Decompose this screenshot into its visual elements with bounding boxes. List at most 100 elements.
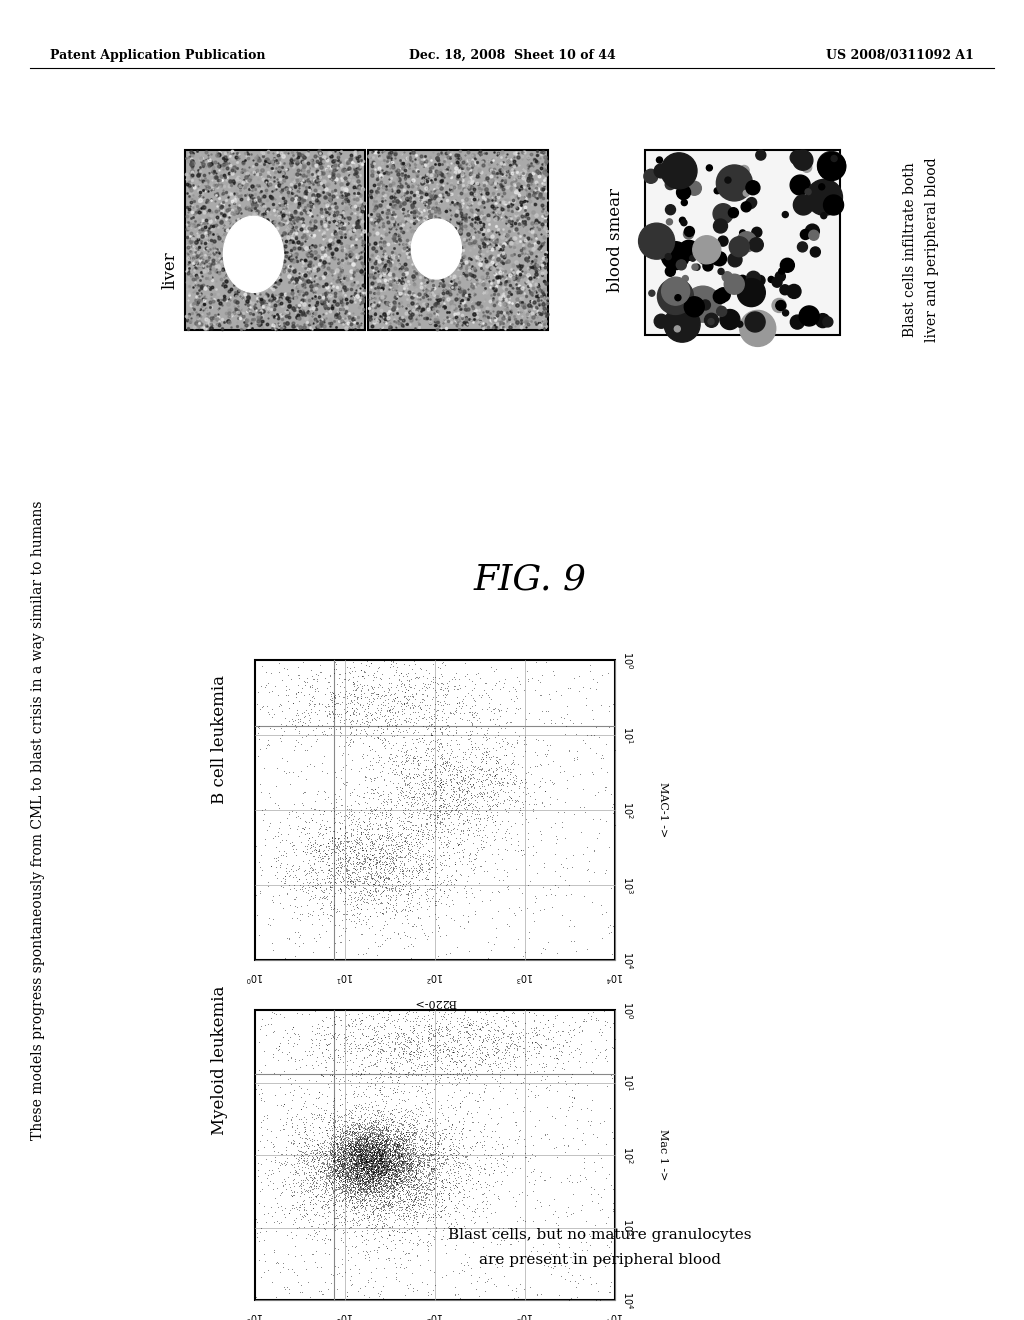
Point xyxy=(308,840,325,861)
Point xyxy=(356,1129,373,1150)
Point xyxy=(399,1143,416,1164)
Point xyxy=(361,1170,378,1191)
Point xyxy=(490,1113,507,1134)
Point xyxy=(511,775,527,796)
Point xyxy=(342,1159,358,1180)
Point xyxy=(496,1008,512,1030)
Point xyxy=(399,1142,416,1163)
Point xyxy=(387,1139,403,1160)
Point xyxy=(368,1147,384,1168)
Point xyxy=(508,770,524,791)
Point xyxy=(285,762,301,783)
Point xyxy=(359,1154,376,1175)
Point xyxy=(359,1179,376,1200)
Point xyxy=(375,1195,391,1216)
Point xyxy=(364,1166,380,1187)
Point xyxy=(403,867,420,888)
Point xyxy=(389,686,406,708)
Point xyxy=(430,746,446,767)
Point xyxy=(317,842,334,863)
Point xyxy=(362,1146,379,1167)
Point xyxy=(345,1150,361,1171)
Point xyxy=(397,1036,414,1057)
Point xyxy=(326,1150,342,1171)
Point xyxy=(357,824,374,845)
Point xyxy=(505,751,521,772)
Point xyxy=(285,1195,301,1216)
Point xyxy=(414,677,430,698)
Point xyxy=(404,1167,421,1188)
Point xyxy=(340,1164,356,1185)
Point xyxy=(343,886,359,907)
Point xyxy=(326,1115,342,1137)
Point xyxy=(402,846,419,867)
Point xyxy=(447,1119,464,1140)
Point xyxy=(339,870,355,891)
Point xyxy=(353,1139,370,1160)
Point xyxy=(540,1255,556,1276)
Point xyxy=(357,726,374,747)
Point xyxy=(426,1078,442,1100)
Point xyxy=(389,787,406,808)
Point xyxy=(369,1142,385,1163)
Point xyxy=(423,1158,439,1179)
Point xyxy=(408,1185,424,1206)
Point xyxy=(599,1234,615,1255)
Point xyxy=(343,1140,359,1162)
Point xyxy=(508,1022,524,1043)
Point xyxy=(391,857,408,878)
Point xyxy=(288,1162,304,1183)
Point xyxy=(425,775,441,796)
Point xyxy=(296,818,312,840)
Point xyxy=(464,1019,480,1040)
Point xyxy=(370,1164,386,1185)
Point xyxy=(417,1044,433,1065)
Point xyxy=(483,787,500,808)
Point xyxy=(408,867,424,888)
Point xyxy=(417,1110,433,1131)
Point xyxy=(279,1147,295,1168)
Point xyxy=(362,1150,379,1171)
Point xyxy=(364,1166,380,1187)
Point xyxy=(381,1152,397,1173)
Point xyxy=(308,1221,325,1242)
Point xyxy=(286,1163,302,1184)
Point xyxy=(386,690,402,711)
Point xyxy=(452,828,468,849)
Point xyxy=(327,652,343,673)
Point xyxy=(347,1133,364,1154)
Point xyxy=(446,668,463,689)
Point xyxy=(366,689,382,710)
Point xyxy=(346,1139,362,1160)
Point xyxy=(470,756,486,777)
Point xyxy=(389,1159,406,1180)
Point xyxy=(326,1133,342,1154)
Point xyxy=(486,1030,503,1051)
Point xyxy=(361,1172,378,1193)
Point xyxy=(353,1159,370,1180)
Point xyxy=(379,1155,395,1176)
Point xyxy=(430,1130,446,1151)
Point xyxy=(379,1134,395,1155)
Point xyxy=(328,792,344,813)
Point xyxy=(430,1147,446,1168)
Point xyxy=(495,1142,511,1163)
Point xyxy=(349,858,366,879)
Point xyxy=(372,1154,388,1175)
Point xyxy=(323,899,339,920)
Point xyxy=(407,1135,423,1156)
Point xyxy=(416,797,432,818)
Point xyxy=(373,1206,389,1228)
Point xyxy=(428,1168,444,1189)
Point xyxy=(390,1156,407,1177)
Point xyxy=(485,1028,502,1049)
Point xyxy=(394,1140,411,1162)
Point xyxy=(362,1181,379,1203)
Point xyxy=(362,834,379,855)
Point xyxy=(331,1131,347,1152)
Point xyxy=(345,1143,361,1164)
Point xyxy=(279,1114,295,1135)
Point xyxy=(403,1040,420,1061)
Point xyxy=(332,681,348,702)
Point xyxy=(426,1147,442,1168)
